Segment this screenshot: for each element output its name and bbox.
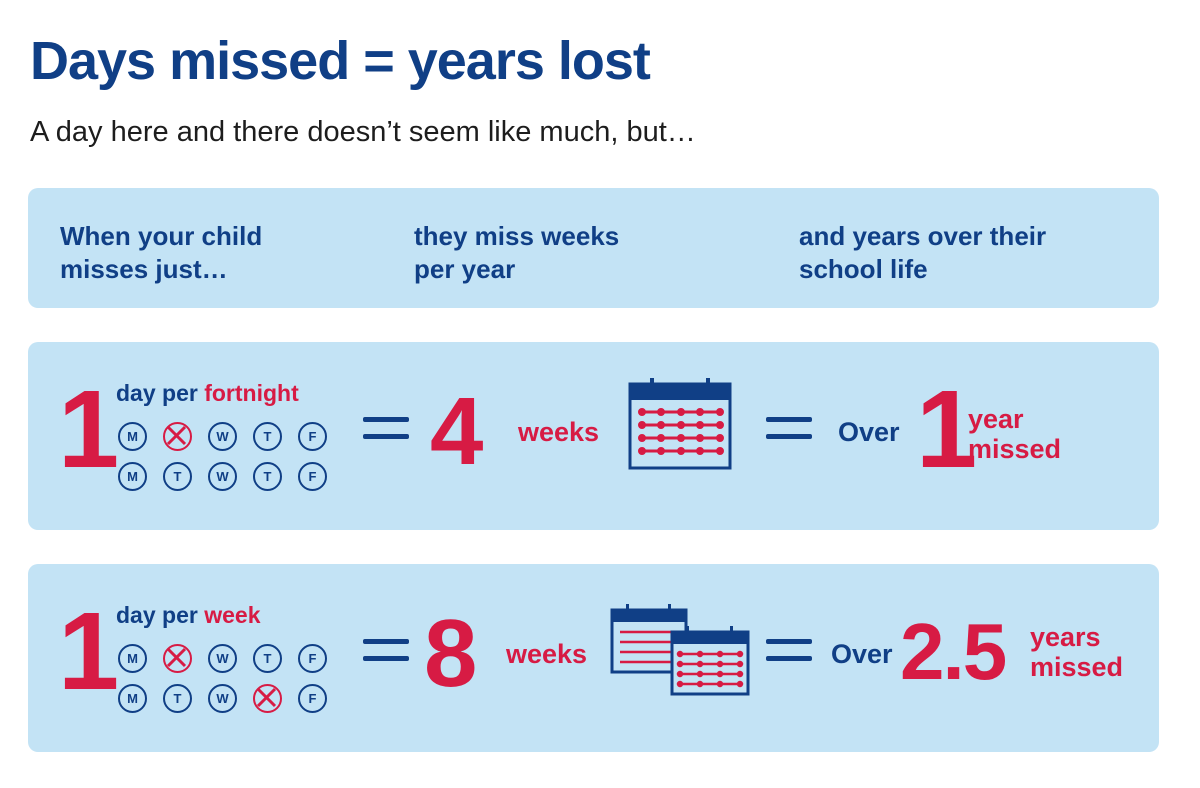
- header-col-weeks: they miss weeks per year: [414, 221, 620, 284]
- page-subtitle: A day here and there doesn’t seem like m…: [30, 116, 696, 148]
- years-number: 1: [916, 368, 978, 491]
- equals-sign: [363, 639, 409, 673]
- frequency-label: day per week: [116, 602, 261, 628]
- day-circle: M: [118, 462, 147, 491]
- x-mark-icon: [256, 687, 277, 708]
- equals-sign: [766, 639, 812, 673]
- week-row: M T W F: [118, 684, 338, 714]
- calendar-icon: [628, 378, 732, 470]
- day-circle: W: [208, 684, 237, 713]
- calendar-icon: [610, 604, 750, 696]
- day-circle: T: [253, 422, 282, 451]
- day-circle: F: [298, 684, 327, 713]
- years-label: years missed: [1030, 622, 1124, 682]
- day-circle: M: [118, 684, 147, 713]
- x-mark-icon: [166, 425, 187, 446]
- row-week: 1 day per week M W T F M T W F 8 weeks: [28, 564, 1159, 752]
- day-circle-missed: [253, 684, 282, 713]
- page-title: Days missed = years lost: [30, 31, 651, 91]
- day-circle: F: [298, 644, 327, 673]
- day-circle: T: [163, 462, 192, 491]
- weeks-label: weeks: [518, 417, 600, 447]
- day-circle: T: [163, 684, 192, 713]
- day-circle: T: [253, 462, 282, 491]
- header-col-years: and years over their school life: [799, 221, 1047, 284]
- weeks-number: 8: [424, 600, 478, 707]
- equals-sign: [766, 417, 812, 451]
- week-row: M T W T F: [118, 462, 338, 492]
- week-row: M W T F: [118, 422, 338, 452]
- week-days: M W T F M T W T F: [118, 422, 338, 502]
- day-circle: M: [118, 422, 147, 451]
- day-circle: F: [298, 462, 327, 491]
- equals-sign: [363, 417, 409, 451]
- header-panel: When your child misses just… they miss w…: [28, 188, 1159, 308]
- weeks-label: weeks: [506, 639, 588, 669]
- day-circle: T: [253, 644, 282, 673]
- weeks-number: 4: [430, 378, 484, 485]
- days-count: 1: [58, 590, 120, 713]
- years-number: 2.5: [900, 607, 1007, 696]
- day-circle: W: [208, 422, 237, 451]
- day-circle-missed: [163, 422, 192, 451]
- day-circle-missed: [163, 644, 192, 673]
- over-label: Over: [838, 417, 900, 447]
- day-circle: F: [298, 422, 327, 451]
- day-circle: W: [208, 462, 237, 491]
- day-circle: W: [208, 644, 237, 673]
- week-row: M W T F: [118, 644, 338, 674]
- frequency-label: day per fortnight: [116, 380, 299, 406]
- over-label: Over: [831, 639, 893, 669]
- row-fortnight: 1 day per fortnight M W T F M T W T F 4 …: [28, 342, 1159, 530]
- years-label: year missed: [968, 404, 1062, 464]
- days-count: 1: [58, 368, 120, 491]
- header-col-missed: When your child misses just…: [60, 221, 263, 284]
- day-circle: M: [118, 644, 147, 673]
- week-days: M W T F M T W F: [118, 644, 338, 724]
- x-mark-icon: [166, 647, 187, 668]
